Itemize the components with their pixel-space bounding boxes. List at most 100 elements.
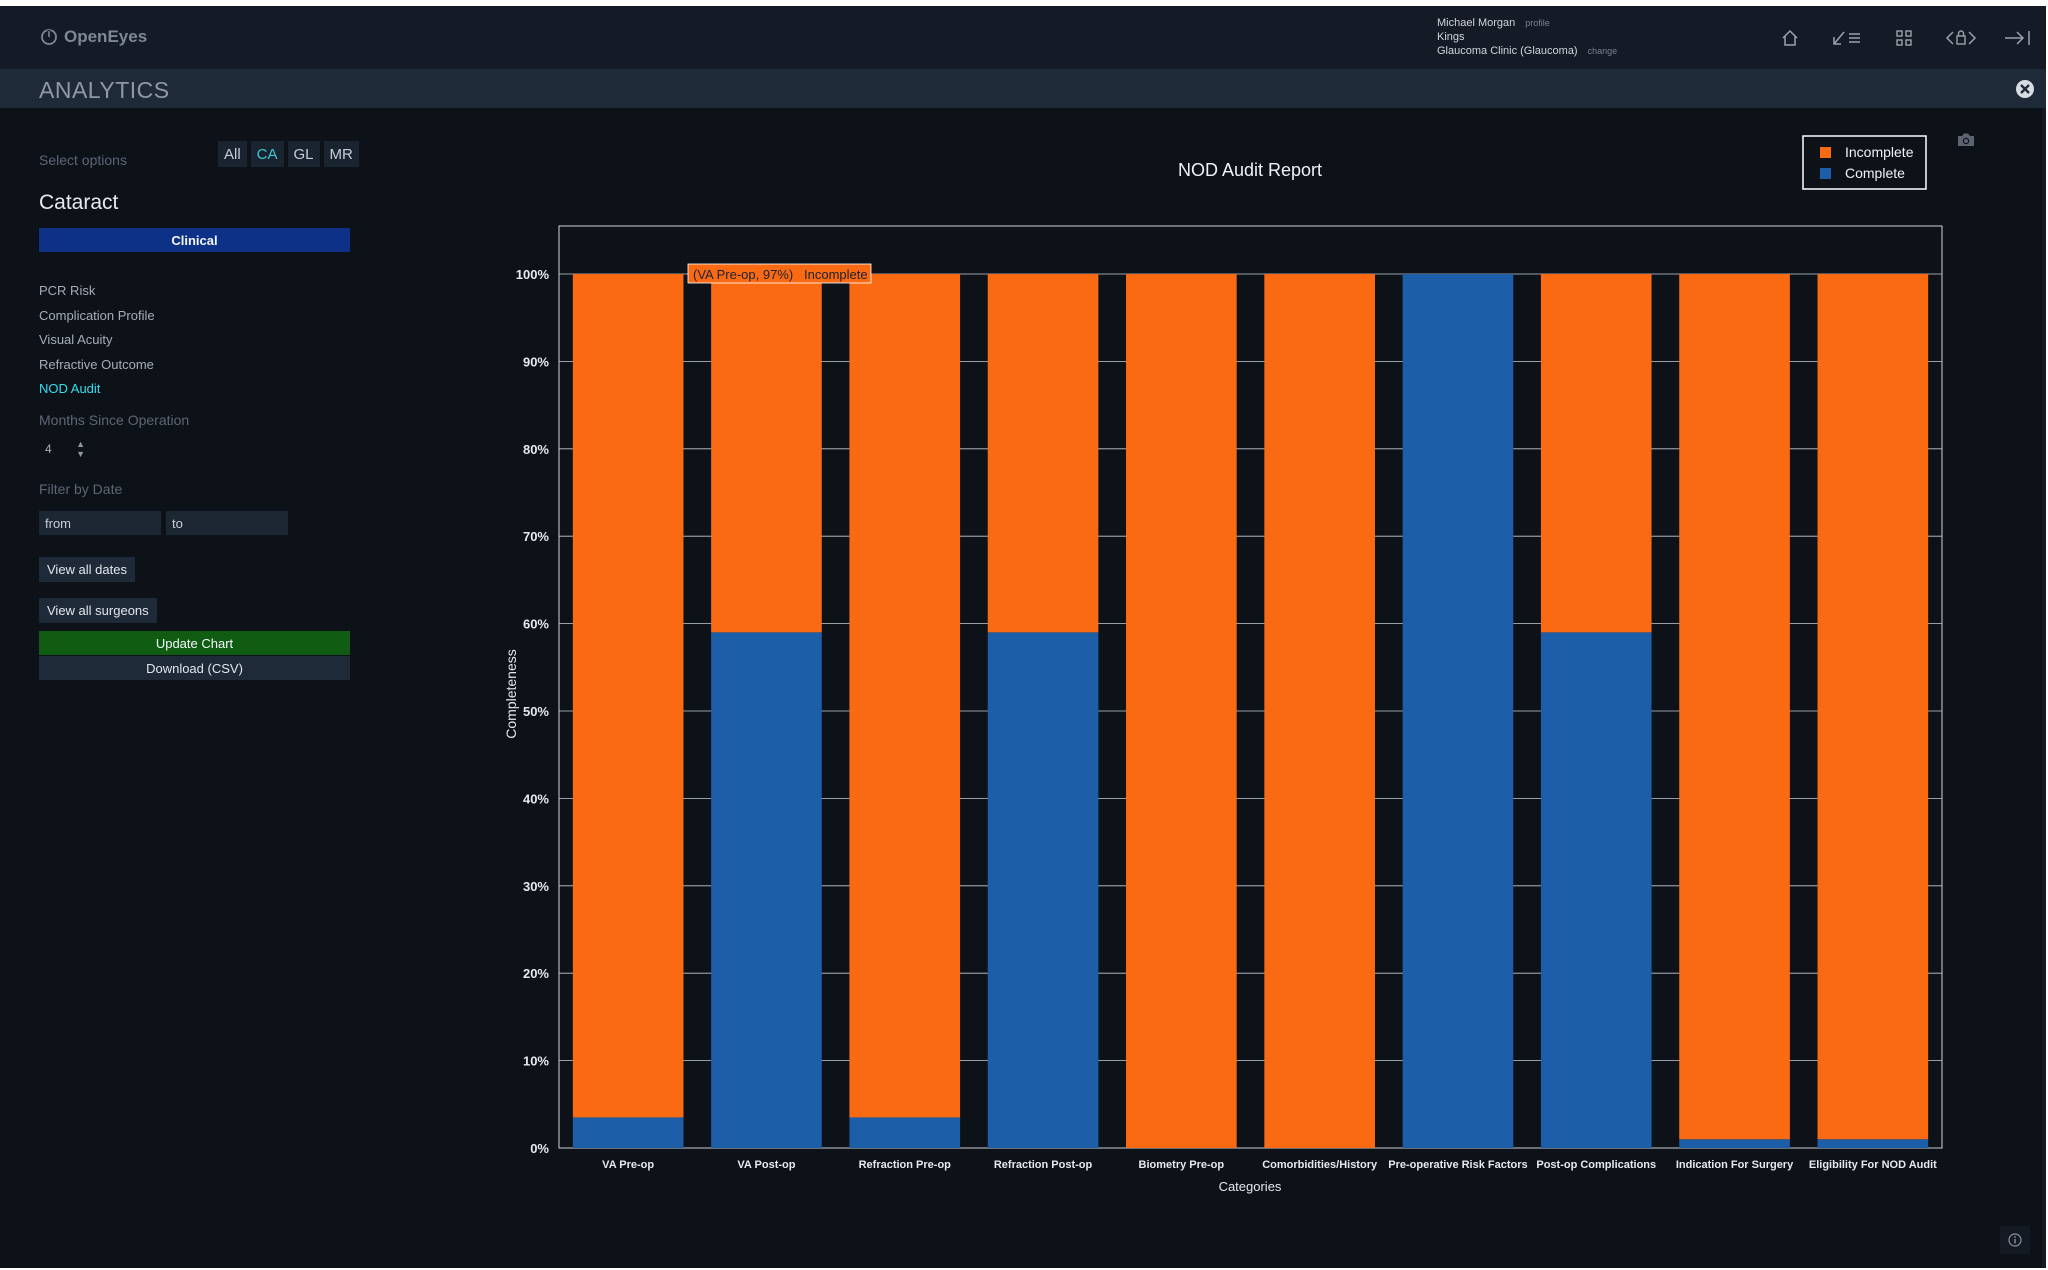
x-tick-label: Biometry Pre-op: [1139, 1159, 1225, 1171]
x-axis-label: Categories: [1219, 1179, 1282, 1194]
bar-incomplete[interactable]: [987, 274, 1099, 633]
close-icon[interactable]: [2015, 79, 2035, 99]
info-icon[interactable]: [2000, 1226, 2030, 1254]
x-tick-label: Post-op Complications: [1536, 1159, 1656, 1171]
bar-incomplete[interactable]: [1679, 274, 1790, 1140]
eye-logo-icon: [41, 29, 57, 45]
clinical-button[interactable]: Clinical: [39, 228, 350, 252]
y-tick-label: 60%: [523, 617, 549, 632]
analytics-header: ANALYTICS: [0, 69, 2046, 108]
x-tick-label: Eligibility For NOD Audit: [1809, 1159, 1937, 1171]
category-title: Cataract: [39, 191, 119, 214]
bar-incomplete[interactable]: [1126, 274, 1237, 1148]
x-tick-label: Indication For Surgery: [1676, 1159, 1794, 1171]
bar-complete[interactable]: [1817, 1139, 1929, 1148]
filter-mr[interactable]: MR: [323, 141, 359, 167]
top-nav-icons: [1761, 24, 2046, 52]
bars: [572, 274, 1929, 1148]
bar-complete[interactable]: [711, 632, 822, 1148]
change-link[interactable]: change: [1587, 46, 1618, 56]
report-nav: PCR Risk Complication Profile Visual Acu…: [39, 279, 155, 402]
nav-item-pcr-risk[interactable]: PCR Risk: [39, 283, 96, 298]
x-tick-label: Refraction Pre-op: [859, 1159, 952, 1171]
bar-complete[interactable]: [849, 1117, 961, 1148]
bar-incomplete[interactable]: [849, 274, 961, 1118]
context-name: Glaucoma Clinic (Glaucoma): [1437, 45, 1578, 57]
specialty-filter: All CA GL MR: [218, 141, 359, 167]
y-tick-label: 90%: [523, 354, 549, 369]
nav-item-nod-audit[interactable]: NOD Audit: [39, 381, 101, 396]
x-tick-label: Comorbidities/History: [1262, 1159, 1378, 1171]
months-select[interactable]: 4 ▲ ▼: [39, 437, 89, 461]
y-tick-label: 40%: [523, 791, 549, 806]
x-tick-label: Pre-operative Risk Factors: [1388, 1159, 1527, 1171]
hover-tooltip: (VA Pre-op, 97%) Incomplete: [687, 263, 872, 284]
logout-icon[interactable]: [1989, 24, 2046, 52]
legend-frame: [1802, 135, 1927, 190]
bar-complete[interactable]: [1540, 632, 1652, 1148]
date-from-input[interactable]: from: [39, 511, 161, 535]
openeyes-logo[interactable]: OpenEyes: [40, 27, 147, 47]
x-tick-labels: VA Pre-op VA Post-op Refraction Pre-op Refr…: [602, 1159, 1937, 1171]
filter-all[interactable]: All: [218, 141, 247, 167]
y-tick-label: 0%: [530, 1141, 549, 1156]
y-tick-label: 10%: [523, 1054, 549, 1069]
y-axis-label: Completeness: [503, 649, 519, 739]
y-tick-label: 70%: [523, 529, 549, 544]
user-name: Michael Morgan: [1437, 17, 1516, 29]
app-window: OpenEyes Michael Morgan profile Kings Gla…: [0, 6, 2046, 1268]
date-to-input[interactable]: to: [166, 511, 288, 535]
bar-incomplete[interactable]: [1264, 274, 1375, 1148]
y-tick-label: 20%: [523, 966, 549, 981]
legend-complete-swatch: [1820, 168, 1831, 179]
nod-audit-chart: NOD Audit Report 0% 10% 20% 30% 40% 50% 60% 70%…: [503, 135, 1943, 1194]
bar-incomplete[interactable]: [1817, 274, 1929, 1140]
camera-icon[interactable]: [1956, 132, 1976, 148]
bar-incomplete[interactable]: [711, 274, 822, 633]
apps-grid-icon[interactable]: [1875, 24, 1932, 52]
bar-complete[interactable]: [987, 632, 1099, 1148]
x-tick-label: VA Post-op: [737, 1159, 795, 1171]
bar-incomplete[interactable]: [1540, 274, 1652, 633]
top-bar: OpenEyes Michael Morgan profile Kings Gla…: [0, 6, 2046, 69]
right-edge-strip: [2042, 108, 2046, 1268]
select-arrows-icon: ▲ ▼: [76, 439, 85, 459]
nav-item-visual-acuity[interactable]: Visual Acuity: [39, 332, 113, 347]
hover-tooltip-series: Incomplete: [804, 267, 868, 282]
y-tick-label: 80%: [523, 442, 549, 457]
view-all-dates-button[interactable]: View all dates: [39, 557, 135, 582]
bar-complete[interactable]: [1402, 274, 1514, 1148]
x-tick-label: Refraction Post-op: [994, 1159, 1093, 1171]
chart-title: NOD Audit Report: [1178, 160, 1322, 180]
hover-tooltip-value: (VA Pre-op, 97%): [693, 267, 793, 282]
legend-incomplete-swatch: [1820, 147, 1831, 158]
hover-tooltip-box: [687, 263, 872, 284]
nav-item-complication-profile[interactable]: Complication Profile: [39, 307, 155, 323]
bar-incomplete[interactable]: [572, 274, 684, 1118]
y-tick-label: 50%: [523, 704, 549, 719]
select-options-label: Select options: [39, 152, 127, 168]
code-lock-icon[interactable]: [1932, 24, 1989, 52]
download-csv-button[interactable]: Download (CSV): [39, 656, 350, 680]
worklist-icon[interactable]: [1818, 24, 1875, 52]
legend-complete-label[interactable]: Complete: [1845, 165, 1905, 181]
filter-gl[interactable]: GL: [287, 141, 320, 167]
bar-complete[interactable]: [1679, 1139, 1790, 1148]
months-value: 4: [45, 442, 52, 456]
user-info: Michael Morgan profile Kings Glaucoma Cli…: [1437, 16, 1617, 58]
filter-ca[interactable]: CA: [250, 141, 284, 167]
y-tick-labels: 0% 10% 20% 30% 40% 50% 60% 70% 80% 90% 100%: [516, 267, 550, 1156]
profile-link[interactable]: profile: [1525, 18, 1550, 28]
x-tick-label: VA Pre-op: [602, 1159, 654, 1171]
site-name: Kings: [1437, 31, 1465, 43]
view-all-surgeons-button[interactable]: View all surgeons: [39, 598, 157, 623]
y-tick-label: 30%: [523, 879, 549, 894]
page-title: ANALYTICS: [39, 77, 170, 103]
legend-incomplete-label[interactable]: Incomplete: [1845, 144, 1914, 160]
y-tick-label: 100%: [516, 267, 550, 282]
nav-item-refractive-outcome[interactable]: Refractive Outcome: [39, 356, 154, 372]
months-since-operation-label: Months Since Operation: [39, 412, 190, 428]
home-icon[interactable]: [1761, 24, 1818, 52]
update-chart-button[interactable]: Update Chart: [39, 631, 350, 655]
bar-complete[interactable]: [572, 1117, 684, 1148]
